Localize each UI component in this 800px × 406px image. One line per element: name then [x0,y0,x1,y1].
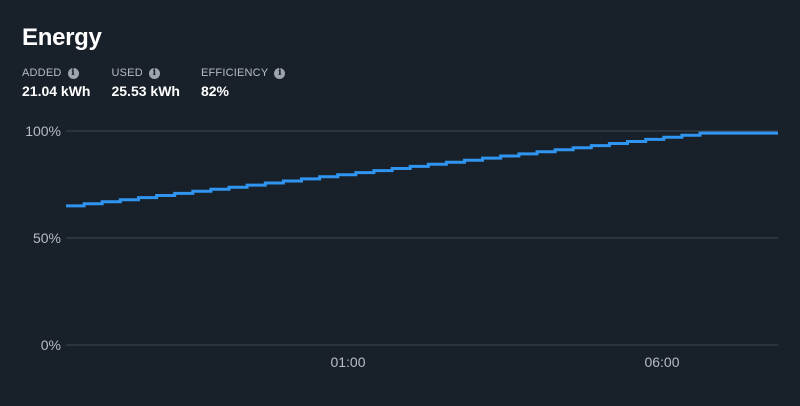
x-tick-label: 01:00 [330,354,365,370]
stat-label: USED [111,67,143,79]
stat-efficiency: EFFICIENCY i 82% [200,66,286,99]
info-icon[interactable]: i [148,67,160,79]
y-tick-label: 100% [25,123,61,139]
page-title: Energy [22,24,102,51]
stat-label: EFFICIENCY [200,67,269,79]
stats-row: ADDED i 21.04 kWh USED i 25.53 kWh EFFIC… [22,66,306,99]
info-icon[interactable]: i [274,67,286,79]
info-icon[interactable]: i [67,67,79,79]
stat-value: 82% [200,83,229,99]
series-line [66,131,778,208]
stat-label: ADDED [22,67,62,79]
y-tick-label: 0% [41,337,61,353]
stat-used: USED i 25.53 kWh [111,66,179,99]
x-tick-label: 06:00 [644,354,679,370]
stat-value: 25.53 kWh [111,83,180,99]
stat-value: 21.04 kWh [22,83,91,99]
stat-added: ADDED i 21.04 kWh [22,66,90,99]
y-tick-label: 50% [33,230,61,246]
